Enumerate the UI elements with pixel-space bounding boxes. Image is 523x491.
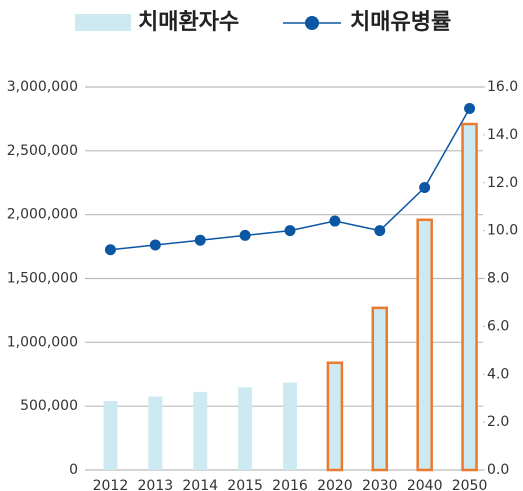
legend-label: 치매유병률: [350, 10, 451, 35]
y2-tick-label: 0.0: [487, 462, 509, 478]
bar: [371, 306, 389, 472]
x-tick-label: 2020: [317, 478, 353, 491]
line-point: [284, 225, 296, 237]
bar: [461, 122, 478, 472]
y-tick-label: 500,000: [20, 398, 78, 414]
line-point: [374, 225, 386, 237]
line-point: [464, 103, 476, 115]
y2-tick-label: 6.0: [487, 318, 509, 334]
bar: [103, 401, 118, 470]
y2-tick-label: 10.0: [487, 223, 518, 239]
y-tick-label: 3,000,000: [7, 79, 78, 95]
bar: [283, 382, 297, 470]
x-tick-label: 2015: [227, 478, 263, 491]
line-point: [239, 229, 251, 241]
y-tick-label: 2,000,000: [7, 207, 78, 223]
y2-tick-label: 8.0: [487, 271, 509, 287]
legend-marker: [305, 16, 319, 30]
bar: [416, 218, 433, 472]
line-point: [419, 182, 431, 194]
x-tick-label: 2050: [452, 478, 488, 491]
y2-tick-label: 12.0: [487, 175, 518, 191]
x-tick-label: 2013: [138, 478, 174, 491]
line-point: [104, 244, 116, 256]
y-tick-label: 1,000,000: [7, 334, 78, 350]
line-point: [149, 239, 161, 251]
bar: [238, 387, 253, 470]
x-tick-label: 2030: [362, 478, 398, 491]
y-tick-label: 1,500,000: [7, 271, 78, 287]
y-tick-label: 0: [69, 462, 78, 478]
bar: [326, 361, 344, 472]
legend-swatch: [75, 14, 131, 31]
y2-tick-label: 4.0: [487, 366, 509, 382]
line-point: [329, 215, 341, 227]
bar: [148, 396, 163, 470]
y2-tick-label: 16.0: [487, 79, 518, 95]
x-tick-label: 2012: [93, 478, 129, 491]
x-tick-label: 2040: [407, 478, 443, 491]
line-point: [194, 234, 206, 246]
bar: [193, 391, 208, 470]
y-tick-label: 2,500,000: [7, 143, 78, 159]
x-tick-label: 2014: [182, 478, 218, 491]
y2-tick-label: 2.0: [487, 414, 509, 430]
legend-label: 치매환자수: [138, 10, 239, 35]
y2-tick-label: 14.0: [487, 127, 518, 143]
x-tick-label: 2016: [272, 478, 308, 491]
